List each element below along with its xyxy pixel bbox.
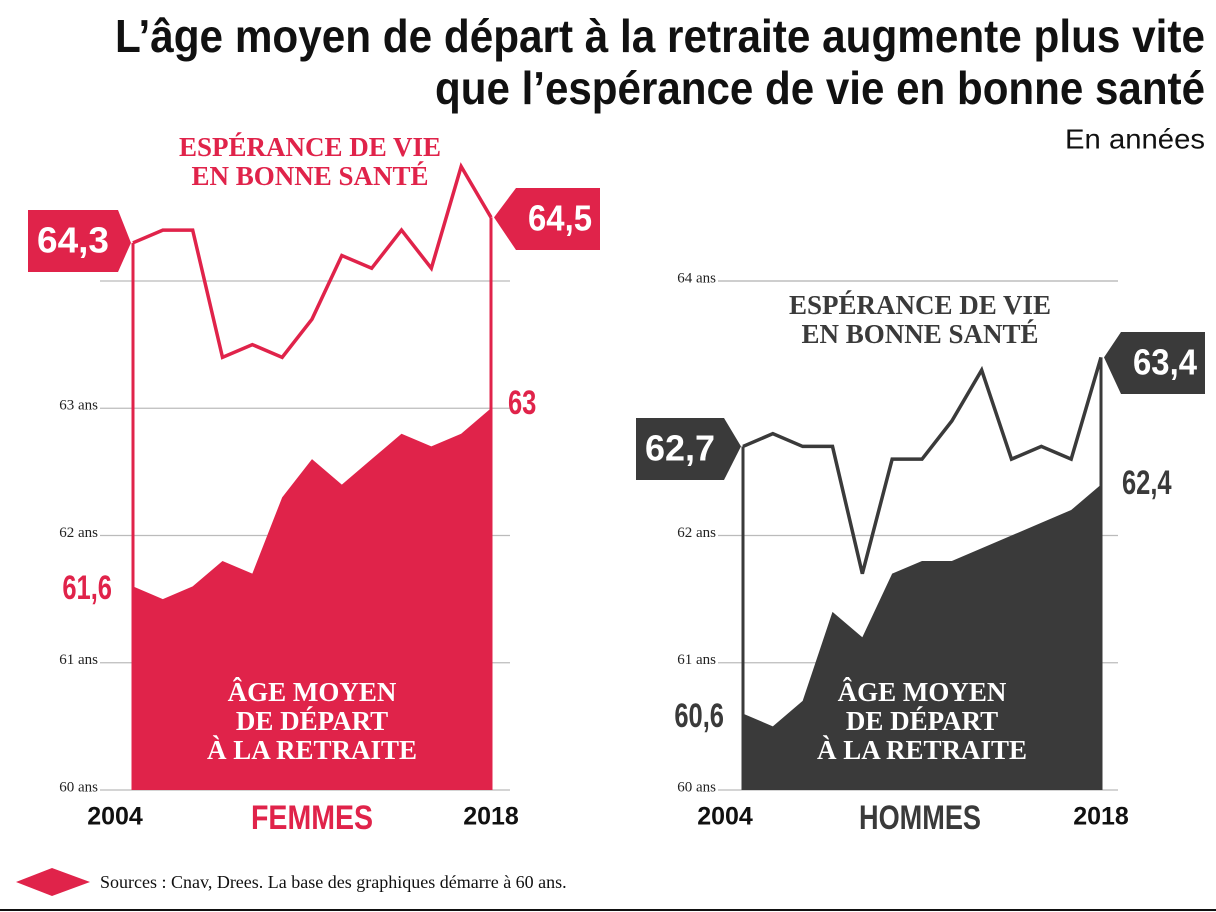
x-tick-label: 2004 xyxy=(697,803,753,831)
panel-title: FEMMES xyxy=(251,799,373,837)
series-label: EN BONNE SANTÉ xyxy=(191,161,428,191)
series-label: ÂGE MOYEN xyxy=(838,677,1007,707)
series-label: À LA RETRAITE xyxy=(817,735,1027,765)
series-label: ESPÉRANCE DE VIE xyxy=(789,290,1051,320)
value-label: 62,4 xyxy=(1122,465,1172,502)
series-label: À LA RETRAITE xyxy=(207,735,417,765)
value-label-box xyxy=(494,188,600,250)
title-line: L’âge moyen de départ à la retraite augm… xyxy=(115,10,1205,62)
panel-title: HOMMES xyxy=(859,799,981,837)
value-label-box xyxy=(1104,332,1205,394)
value-label-box xyxy=(636,418,741,480)
title-line: que l’espérance de vie en bonne santé xyxy=(435,62,1205,114)
source: Sources : Cnav, Drees. La base des graph… xyxy=(100,872,567,892)
line xyxy=(132,162,493,360)
value-label: 64,5 xyxy=(528,198,592,239)
y-tick-label: 61 ans xyxy=(677,652,716,668)
value-label: 60,6 xyxy=(674,698,724,735)
area xyxy=(133,408,491,790)
y-tick-label: 62 ans xyxy=(59,525,98,541)
series-label: DE DÉPART xyxy=(846,706,998,736)
x-tick-label: 2018 xyxy=(463,803,519,831)
y-tick-label: 64 ans xyxy=(677,270,716,286)
series-label: EN BONNE SANTÉ xyxy=(801,319,1038,349)
area xyxy=(743,484,1101,790)
subtitle: En années xyxy=(1065,123,1205,154)
series-label: ÂGE MOYEN xyxy=(228,677,397,707)
x-tick-label: 2004 xyxy=(87,803,143,831)
value-label-box xyxy=(28,210,131,272)
value-label: 64,3 xyxy=(37,220,109,261)
value-label: 63,4 xyxy=(1133,342,1197,383)
series-label: ESPÉRANCE DE VIE xyxy=(179,132,441,162)
value-label: 61,6 xyxy=(62,570,112,607)
y-tick-label: 61 ans xyxy=(59,652,98,668)
y-tick-label: 60 ans xyxy=(59,779,98,795)
x-tick-label: 2018 xyxy=(1073,803,1129,831)
value-label: 62,7 xyxy=(645,428,715,469)
y-tick-label: 60 ans xyxy=(677,779,716,795)
y-tick-label: 63 ans xyxy=(59,398,98,414)
y-tick-label: 62 ans xyxy=(677,525,716,541)
value-label: 63 xyxy=(508,385,536,422)
source-icon xyxy=(16,868,90,896)
series-label: DE DÉPART xyxy=(236,706,388,736)
line xyxy=(742,356,1103,575)
